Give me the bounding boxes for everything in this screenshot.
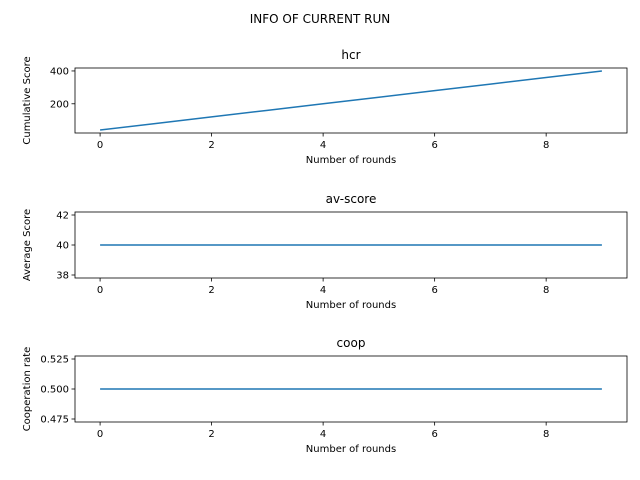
x-tick-label: 6	[431, 140, 437, 151]
subplot-3: 0 2 4 6 8 0.475 0.500 0.525 coop Number of rounds…	[22, 336, 628, 455]
y-tick-label: 400	[50, 66, 69, 77]
x-tick-label: 8	[543, 140, 549, 151]
subplot-2: 0 2 4 6 8 38 40 42 av-score Number of rounds Avera…	[22, 192, 628, 311]
x-tick-label: 2	[208, 429, 214, 440]
x-tick-label: 6	[431, 429, 437, 440]
subplot-1: 0 2 4 6 8 200 400 hcr Number of rounds Cumulative…	[22, 48, 628, 166]
y-tick-label: 0.500	[40, 385, 69, 396]
y-tick-label: 0.475	[40, 415, 69, 426]
x-tick-label: 8	[543, 429, 549, 440]
x-tick-label: 0	[97, 429, 103, 440]
y-tick-label: 40	[56, 241, 69, 252]
y-axis-label: Cumulative Score	[22, 56, 33, 144]
y-tick-label: 0.525	[40, 355, 69, 366]
y-tick-label: 200	[50, 99, 69, 110]
figure-title: INFO OF CURRENT RUN	[250, 12, 390, 26]
subplot-title: coop	[337, 336, 366, 350]
x-axis-label: Number of rounds	[306, 300, 396, 311]
x-tick-label: 8	[543, 285, 549, 296]
y-tick-label: 38	[56, 271, 69, 282]
x-tick-label: 2	[208, 140, 214, 151]
y-axis-label: Cooperation rate	[22, 347, 33, 432]
x-axis-label: Number of rounds	[306, 444, 396, 455]
x-tick-label: 4	[320, 429, 326, 440]
x-tick-label: 0	[97, 285, 103, 296]
x-tick-label: 0	[97, 140, 103, 151]
y-axis-label: Average Score	[22, 209, 33, 281]
series-line	[100, 70, 602, 131]
x-tick-label: 4	[320, 285, 326, 296]
x-tick-label: 4	[320, 140, 326, 151]
y-tick-label: 42	[56, 211, 69, 222]
x-tick-label: 2	[208, 285, 214, 296]
plot-frame	[74, 67, 628, 134]
subplot-title: hcr	[341, 48, 360, 62]
x-tick-label: 6	[431, 285, 437, 296]
subplot-title: av-score	[326, 192, 377, 206]
x-axis-label: Number of rounds	[306, 155, 396, 166]
